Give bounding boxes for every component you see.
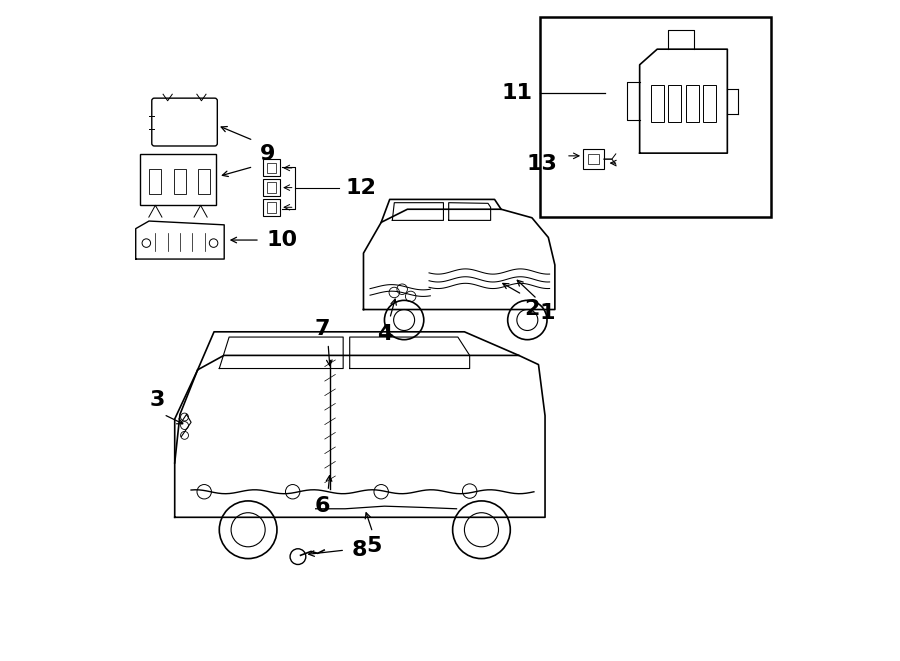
Bar: [267, 202, 276, 213]
Bar: [140, 154, 216, 206]
Text: 7: 7: [314, 319, 330, 339]
FancyBboxPatch shape: [152, 98, 217, 146]
Bar: [686, 85, 698, 122]
Text: 9: 9: [260, 143, 275, 163]
Bar: [149, 169, 161, 194]
Bar: [651, 85, 663, 122]
Bar: [668, 85, 681, 122]
Bar: [583, 149, 604, 169]
Bar: [263, 199, 280, 215]
Text: 2: 2: [524, 299, 539, 319]
Bar: [174, 169, 185, 194]
Text: 12: 12: [345, 178, 376, 198]
Text: 10: 10: [266, 230, 298, 250]
Text: 6: 6: [314, 496, 330, 516]
Text: 4: 4: [377, 324, 392, 344]
Text: 5: 5: [366, 536, 382, 557]
Bar: [263, 179, 280, 196]
Text: 13: 13: [526, 155, 557, 175]
Text: 11: 11: [501, 83, 533, 103]
Text: 3: 3: [149, 391, 165, 410]
Bar: [703, 85, 716, 122]
Bar: [589, 154, 598, 165]
Bar: [267, 163, 276, 173]
Bar: [267, 182, 276, 193]
Text: 1: 1: [539, 303, 554, 323]
Text: 8: 8: [352, 540, 367, 560]
Bar: [263, 159, 280, 176]
Bar: [541, 17, 771, 217]
Bar: [199, 169, 211, 194]
